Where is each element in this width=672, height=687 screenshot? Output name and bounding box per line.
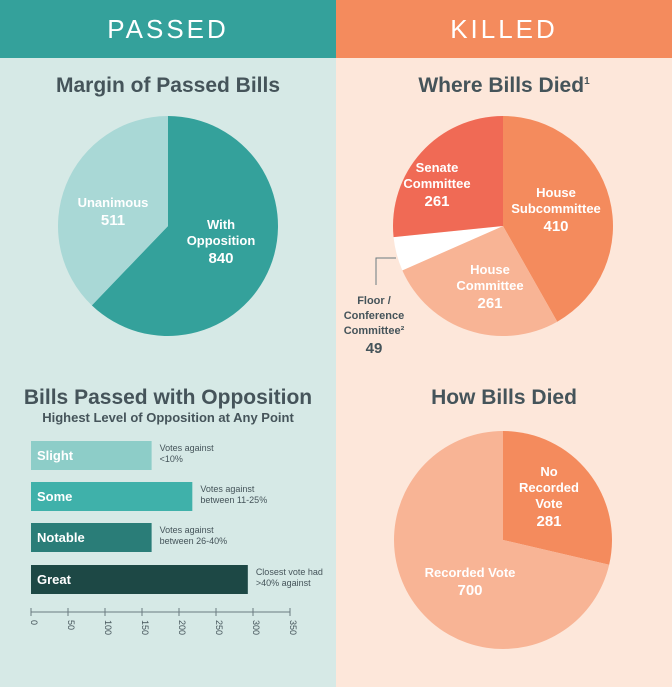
opposition-bar-annotation: Votes against: [200, 484, 255, 494]
opposition-bar-annotation: Votes against: [160, 443, 215, 453]
where-pie-slice-label: Floor /: [357, 295, 391, 307]
where-pie-slice: [402, 226, 558, 336]
where-died-title-text: Where Bills Died: [418, 74, 585, 97]
opposition-bar-annotation: >40% against: [256, 578, 311, 588]
opposition-bar: [31, 441, 152, 470]
where-pie-slice-label: House: [536, 185, 576, 200]
opposition-bar-label: Slight: [37, 448, 74, 463]
where-pie-slice: [393, 226, 503, 271]
where-pie-slice-label: Senate: [416, 160, 459, 175]
opposition-bar-label: Some: [37, 489, 72, 504]
where-pie-slice: [393, 116, 503, 238]
where-pie-slice-label: Conference: [344, 310, 405, 322]
how-died-chart-title: How Bills Died: [431, 386, 577, 409]
how-pie-slice-label: No: [540, 464, 557, 479]
opposition-bar-annotation: Votes against: [160, 525, 215, 535]
margin-pie-slice-value: 840: [208, 250, 233, 267]
where-pie-slice-label: Subcommittee: [511, 201, 601, 216]
how-pie-slice-value: 281: [536, 513, 561, 530]
opposition-x-tick-label: 50: [66, 620, 76, 630]
where-pie-slice: [503, 116, 613, 322]
opposition-bar: [31, 482, 193, 511]
opposition-bar-annotation: between 11-25%: [200, 495, 267, 505]
where-pie-slice-value: 49: [366, 340, 383, 357]
how-pie-slice-label: Vote: [535, 496, 562, 511]
where-pie-slice-value: 410: [543, 218, 568, 235]
passed-header: PASSED: [0, 0, 336, 58]
opposition-bar-label: Notable: [37, 530, 85, 545]
opposition-bar: [31, 523, 152, 552]
margin-chart-title: Margin of Passed Bills: [55, 74, 281, 97]
floor-leader-line: [375, 257, 396, 285]
where-pie-slice-label: Committee: [456, 278, 523, 293]
opposition-chart-title: Bills Passed with Opposition: [23, 386, 313, 409]
opposition-x-tick-label: 100: [103, 620, 113, 635]
margin-pie-slice-label: Opposition: [187, 233, 256, 248]
killed-column: KILLED Where Bills Died1 House Subcommitt…: [336, 0, 672, 687]
where-pie-slice-value: 261: [477, 295, 502, 312]
how-pie-slice-value: 700: [457, 582, 482, 599]
margin-pie-slice-label: With: [207, 217, 235, 232]
opposition-bar-label: Great: [37, 572, 72, 587]
opposition-x-tick-label: 200: [177, 620, 187, 635]
margin-pie-slice-value: 511: [101, 212, 125, 229]
margin-pie-slice: [91, 116, 278, 336]
where-pie-slice-label: Committee: [403, 176, 470, 191]
margin-pie-slice-label: Unanimous: [78, 195, 149, 210]
opposition-bar-chart: Slight Votes against<10%Some Votes against…: [29, 441, 323, 635]
where-pie-slice-label: House: [470, 262, 510, 277]
opposition-bar: [31, 565, 248, 594]
opposition-chart-subtitle: Highest Level of Opposition at Any Point: [42, 410, 294, 425]
opposition-x-tick-label: 250: [214, 620, 224, 635]
opposition-x-tick-label: 300: [251, 620, 261, 635]
how-pie-slice-label: Recorded Vote: [425, 565, 516, 580]
how-pie-slice: [503, 431, 612, 565]
how-pie-slice-label: Recorded: [519, 480, 579, 495]
passed-column: PASSED Margin of Passed Bills With Opposi…: [0, 0, 336, 687]
where-died-title-sup: 1: [584, 76, 590, 87]
where-pie-slice-label: Committee²: [344, 325, 405, 337]
opposition-bar-annotation: <10%: [160, 454, 183, 464]
opposition-x-tick-label: 0: [29, 620, 39, 625]
opposition-x-tick-label: 150: [140, 620, 150, 635]
killed-header: KILLED: [336, 0, 672, 58]
opposition-bar-annotation: between 26-40%: [160, 536, 228, 546]
where-died-pie-chart: HouseSubcommittee410HouseCommittee261Flo…: [344, 116, 613, 357]
how-pie-slice: [393, 431, 610, 649]
margin-pie-slice: [57, 116, 169, 306]
where-pie-slice-value: 261: [424, 193, 449, 210]
opposition-x-tick-label: 350: [288, 620, 298, 635]
opposition-bar-annotation: Closest vote had: [256, 567, 323, 577]
where-died-chart-title: Where Bills Died1: [336, 74, 672, 98]
